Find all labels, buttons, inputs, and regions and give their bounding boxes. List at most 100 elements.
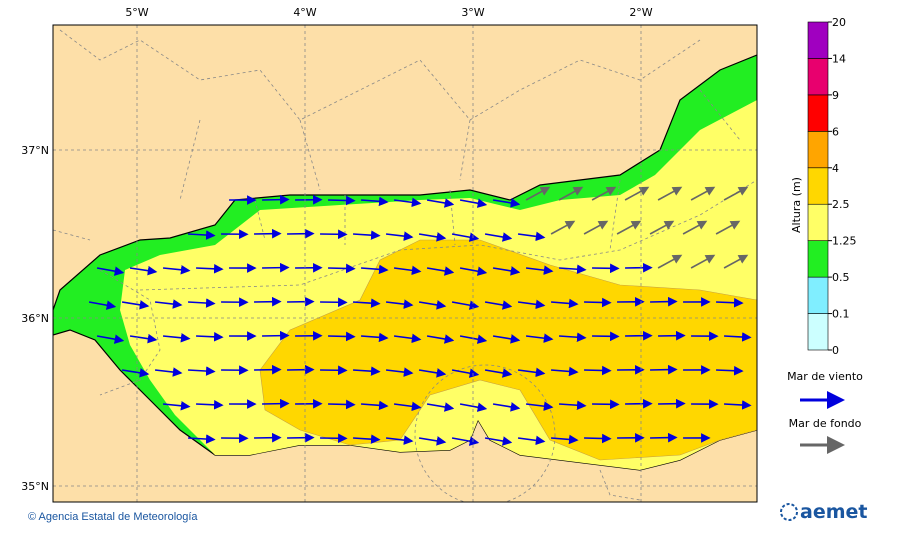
colorbar-label: 6 [832,125,839,138]
lon-label: 5°W [125,6,148,19]
wind-arrow [426,266,455,276]
graticule [53,25,757,502]
wind-arrow [121,300,150,310]
wind-arrow [650,296,678,307]
wind-arrow [154,367,183,377]
wind-arrow [459,198,488,208]
colorbar-label: 9 [832,89,839,102]
swell-arrow [583,220,609,235]
colorbar-box [807,94,829,132]
wind-arrow [262,194,290,205]
swell-arrow [591,186,617,201]
colorbar-label: 14 [832,52,846,65]
colorbar-title: Altura (m) [790,177,803,233]
colorbar-label: 0 [832,344,839,357]
swell-arrow [657,254,683,269]
colorbar-box [807,276,829,314]
wind-arrow [484,436,513,446]
colorbar-box [807,21,829,59]
wind-arrow [393,333,422,344]
logo-text: aemet [800,501,867,523]
wind-arrow [525,265,554,275]
wind-arrow [559,400,587,411]
wind-arrow [650,432,678,443]
wind-arrow [393,401,422,412]
wind-arrow [492,402,521,412]
wind-arrow [188,434,216,444]
wind-arrow [484,368,513,378]
zone-borders [53,29,757,502]
wind-arrow [517,299,546,310]
wind-arrow [584,297,612,308]
wind-arrow [492,334,521,344]
wind-arrow [360,400,389,411]
lat-label: 36°N [21,312,49,325]
wind-arrow [154,299,183,309]
wind-arrow [559,332,587,343]
wind-arrow [360,196,389,207]
swell-arrow [723,254,749,269]
colorbar-box [807,313,829,351]
wind-arrow [129,265,158,276]
swell-arrow [550,220,576,235]
wind-arrow [550,434,579,445]
swell-arrow [657,186,683,201]
wind-arrow [328,399,356,410]
wind-arrow [196,400,224,410]
wind-arrow [525,401,554,411]
wind-arrow [385,299,414,309]
wind-arrow [353,434,381,444]
wind-arrow [188,230,216,240]
legend-swell: Mar de fondo [789,417,862,430]
wind-arrow [385,367,414,377]
swell-arrow [624,186,650,201]
swell-arrow [723,186,749,201]
colorbar: 0 0.1 0.5 1.25 2.5 4 6 9 14 20 [807,16,857,357]
swell-arrow [690,254,716,269]
wind-arrow [96,334,125,344]
map [53,25,757,502]
wind-arrow [328,331,356,342]
wind-arrow [393,197,422,208]
swell-arrow [525,186,551,201]
wind-arrow [418,368,447,378]
lon-label: 3°W [461,6,484,19]
colorbar-label: 4 [832,162,839,175]
wind-arrow [353,230,381,240]
colorbar-box [807,58,829,96]
wind-arrow [492,266,521,276]
wind-arrow [196,264,224,274]
wind-arrow [353,366,381,376]
wind-arrow [262,330,290,341]
swell-arrow [715,220,741,235]
wind-arrow [426,334,455,344]
swell-arrow [558,186,584,201]
lat-label: 37°N [21,144,49,157]
wind-arrow [550,366,579,377]
wind-arrow [459,266,488,276]
colorbar-label: 2.5 [832,198,850,211]
swell-arrow [616,220,642,235]
wind-arrow [517,435,546,446]
swell-arrow [690,186,716,201]
wind-arrow [393,265,422,276]
wind-arrow [426,198,455,208]
wind-arrow [451,300,480,310]
wind-arrow [550,298,579,309]
lon-label: 4°W [293,6,316,19]
wind-arrow [88,300,117,310]
credit: © Agencia Estatal de Meteorología [28,511,198,523]
lon-label: 2°W [629,6,652,19]
wind-arrow [418,232,447,242]
map-frame [52,24,758,503]
wind-arrow [724,400,752,410]
colorbar-label: 1.25 [832,235,857,248]
wind-arrow [459,402,488,412]
colorbar-box [807,131,829,169]
wind-arrow [517,231,546,242]
wind-arrow [716,297,744,308]
wind-arrow [418,436,447,446]
wind-arrow [328,195,356,206]
legend-wind-sea: Mar de viento [787,370,863,383]
